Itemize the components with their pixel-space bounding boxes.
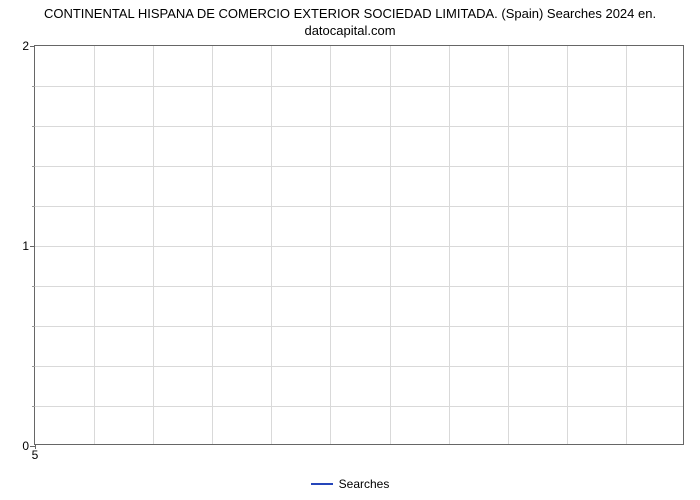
chart-container: CONTINENTAL HISPANA DE COMERCIO EXTERIOR…: [0, 0, 700, 500]
chart-title-line2: datocapital.com: [304, 23, 395, 38]
grid-line-vertical: [508, 46, 509, 444]
legend-label: Searches: [339, 477, 390, 491]
grid-line-vertical: [330, 46, 331, 444]
grid-line-horizontal-minor: [35, 326, 683, 327]
y-tick-mark: [30, 246, 35, 247]
grid-line-vertical: [94, 46, 95, 444]
y-minor-tick-mark: [32, 126, 35, 127]
grid-line-horizontal-minor: [35, 126, 683, 127]
grid-line-vertical: [567, 46, 568, 444]
y-tick-mark: [30, 46, 35, 47]
grid-line-horizontal-minor: [35, 86, 683, 87]
plot-area: 0125: [34, 45, 684, 445]
grid-line-vertical: [626, 46, 627, 444]
grid-line-horizontal-minor: [35, 166, 683, 167]
grid-line-vertical: [212, 46, 213, 444]
grid-line-horizontal-minor: [35, 206, 683, 207]
legend-swatch: [311, 483, 333, 485]
chart-title: CONTINENTAL HISPANA DE COMERCIO EXTERIOR…: [0, 6, 700, 40]
grid-line-horizontal-minor: [35, 366, 683, 367]
x-tick-mark: [35, 444, 36, 449]
y-minor-tick-mark: [32, 206, 35, 207]
y-minor-tick-mark: [32, 366, 35, 367]
y-minor-tick-mark: [32, 166, 35, 167]
chart-title-line1: CONTINENTAL HISPANA DE COMERCIO EXTERIOR…: [44, 6, 656, 21]
grid-line-vertical: [390, 46, 391, 444]
grid-line-horizontal-minor: [35, 406, 683, 407]
grid-line-vertical: [153, 46, 154, 444]
y-minor-tick-mark: [32, 326, 35, 327]
grid-line-horizontal-minor: [35, 286, 683, 287]
grid-line-vertical: [449, 46, 450, 444]
grid-line-vertical: [271, 46, 272, 444]
y-minor-tick-mark: [32, 406, 35, 407]
legend: Searches: [0, 476, 700, 491]
y-minor-tick-mark: [32, 86, 35, 87]
y-minor-tick-mark: [32, 286, 35, 287]
grid-line-horizontal: [35, 246, 683, 247]
